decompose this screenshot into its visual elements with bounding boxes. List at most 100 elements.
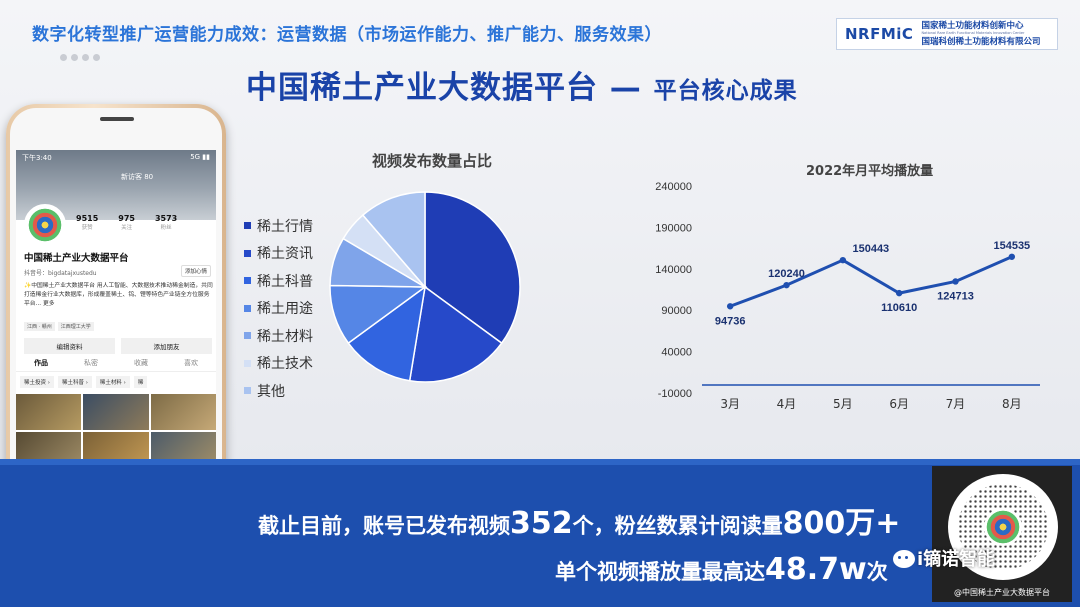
status-signal: 5G ▮▮ <box>190 153 210 161</box>
chip-science[interactable]: 稀土科普 › <box>57 376 92 388</box>
profile-tabs: 作品 私密 收藏 喜欢 <box>16 358 216 372</box>
data-label: 120240 <box>768 268 805 280</box>
profile-tags: 江西 · 赣州 江西理工大学 <box>24 322 94 331</box>
data-point <box>726 303 734 310</box>
phone-speaker <box>100 117 134 121</box>
summary-band <box>0 459 1080 607</box>
video-count-value: 352 <box>510 506 573 541</box>
profile-account-id: 抖音号：bigdatajxustedu <box>24 270 97 277</box>
legend-item: 稀土技术 <box>244 350 313 378</box>
visitor-label[interactable]: 新访客 80 <box>121 173 154 181</box>
pie-slice-稀土科普 <box>347 285 427 382</box>
chip-invest[interactable]: 稀土投资 › <box>20 376 54 388</box>
main-title-sep: — <box>598 70 654 106</box>
legend-swatch <box>244 304 251 312</box>
line-chart: 240000 190000 140000 90000 40000 -10000 3月 4月 5月… <box>655 181 1040 411</box>
data-point <box>895 289 903 297</box>
line-series <box>729 255 1013 308</box>
legend-item: 稀土行情 <box>244 212 313 240</box>
section-title: 数字化转型推广运营能力成效：运营数据（市场运作能力、推广能力、服务效果） <box>32 25 662 45</box>
tab-works[interactable]: 作品 <box>34 359 48 367</box>
x-tick-label: 4月 <box>777 397 797 411</box>
legend-item: 稀土科普 <box>244 267 313 295</box>
count-followers[interactable]: 3573 粉丝 <box>155 214 177 231</box>
watermark: i镝诺智能 <box>893 545 995 571</box>
y-tick-label: 240000 <box>655 181 692 193</box>
legend-swatch <box>244 359 251 367</box>
data-point <box>783 281 790 289</box>
video-thumb[interactable] <box>16 394 82 430</box>
tag-school: 江西理工大学 <box>57 322 94 331</box>
profile-counts: 9515 获赞 975 关注 3573 粉丝 <box>76 214 177 231</box>
status-bar: 下午3:40 5G ▮▮ <box>22 153 210 163</box>
tab-private[interactable]: 私密 <box>84 359 98 367</box>
x-tick-label: 3月 <box>720 397 740 411</box>
decorative-dots <box>60 54 100 61</box>
max-views-value: 48.7w <box>765 552 867 587</box>
legend-item: 稀土资讯 <box>244 240 313 268</box>
avatar[interactable] <box>24 204 66 246</box>
pie-slice-稀土资讯 <box>408 285 503 383</box>
pie-slice-其他 <box>361 191 426 290</box>
legend-swatch <box>244 332 251 340</box>
org-logo: NRFMiC 国家稀土功能材料创新中心 National Rare Earth … <box>836 18 1058 50</box>
legend-label: 稀土科普 <box>257 273 313 290</box>
stat-line-1: 截止目前，账号已发布视频352个，粉丝数累计阅读量800万+ <box>258 498 900 542</box>
legend-label: 稀土资讯 <box>257 246 313 263</box>
qr-code <box>948 474 1058 580</box>
stat1-text-a: 截止目前，账号已发布视频 <box>258 514 510 538</box>
logo-line3: 国瑞科创稀土功能材料有限公司 <box>921 36 1041 47</box>
count-value: 9515 <box>76 214 99 223</box>
reads-value: 800万+ <box>782 506 901 541</box>
data-label: 94736 <box>715 315 746 327</box>
status-time: 下午3:40 <box>22 154 52 162</box>
video-thumb[interactable] <box>150 394 216 430</box>
count-likes[interactable]: 9515 获赞 <box>76 214 98 231</box>
add-friend-button[interactable]: 添加朋友 <box>121 338 212 354</box>
profile-bio: ✨中国稀土产业大数据平台 用人工智能、大数据技术推动稀金制造，共同打造稀金行业大… <box>24 283 213 307</box>
stat2-text-a: 单个视频播放量最高达 <box>555 560 765 584</box>
video-thumb[interactable] <box>83 394 149 430</box>
legend-label: 稀土用途 <box>257 301 313 318</box>
legend-item: 稀土用途 <box>244 295 313 323</box>
y-tick-label: 40000 <box>661 347 692 359</box>
chip-more[interactable]: 稀 <box>133 376 148 388</box>
logo-mark: NRFMiC <box>845 25 914 43</box>
stat2-text-b: 次 <box>866 560 888 584</box>
tab-favorites[interactable]: 收藏 <box>134 359 148 367</box>
video-grid <box>16 394 216 468</box>
chip-material[interactable]: 稀土材料 › <box>95 376 130 388</box>
logo-line1: 国家稀土功能材料创新中心 <box>921 20 1024 31</box>
logo-line2: National Rare Earth Functional Materials… <box>921 31 1025 36</box>
legend-label: 稀土技术 <box>257 356 313 373</box>
page-title: 中国稀土产业大数据平台 — 平台核心成果 <box>246 62 798 107</box>
data-label: 110610 <box>881 302 917 314</box>
add-mood-button[interactable]: 添加心情 <box>181 265 212 277</box>
tab-likes[interactable]: 喜欢 <box>184 359 198 367</box>
profile-name: 中国稀土产业大数据平台 <box>24 253 129 264</box>
y-tick-label: 90000 <box>661 305 692 317</box>
legend-swatch <box>244 277 251 285</box>
legend-label: 稀土行情 <box>257 218 313 235</box>
y-tick-label: 190000 <box>655 222 692 234</box>
x-tick-label: 5月 <box>833 397 853 411</box>
data-point <box>839 256 847 264</box>
legend-item: 稀土材料 <box>244 322 313 350</box>
pie-chart <box>329 191 521 383</box>
tag-location: 江西 · 赣州 <box>24 322 55 331</box>
data-label: 124713 <box>937 290 974 302</box>
main-title-text: 中国稀土产业大数据平台 <box>246 70 598 106</box>
edit-profile-button[interactable]: 编辑资料 <box>24 338 115 354</box>
y-tick-label: -10000 <box>658 388 692 400</box>
count-label: 粉丝 <box>160 225 172 231</box>
x-tick-label: 7月 <box>946 397 966 411</box>
count-following[interactable]: 975 关注 <box>118 214 135 231</box>
x-tick-label: 6月 <box>889 397 909 411</box>
data-label: 154535 <box>993 240 1030 252</box>
y-tick-label: 140000 <box>655 264 692 276</box>
pie-slice-稀土行情 <box>424 191 521 345</box>
qr-code-card[interactable]: @中国稀土产业大数据平台 <box>932 466 1072 602</box>
legend-swatch <box>244 249 251 257</box>
watermark-text: i镝诺智能 <box>917 549 996 570</box>
stat1-text-b: 个，粉丝数累计阅读量 <box>572 514 783 538</box>
